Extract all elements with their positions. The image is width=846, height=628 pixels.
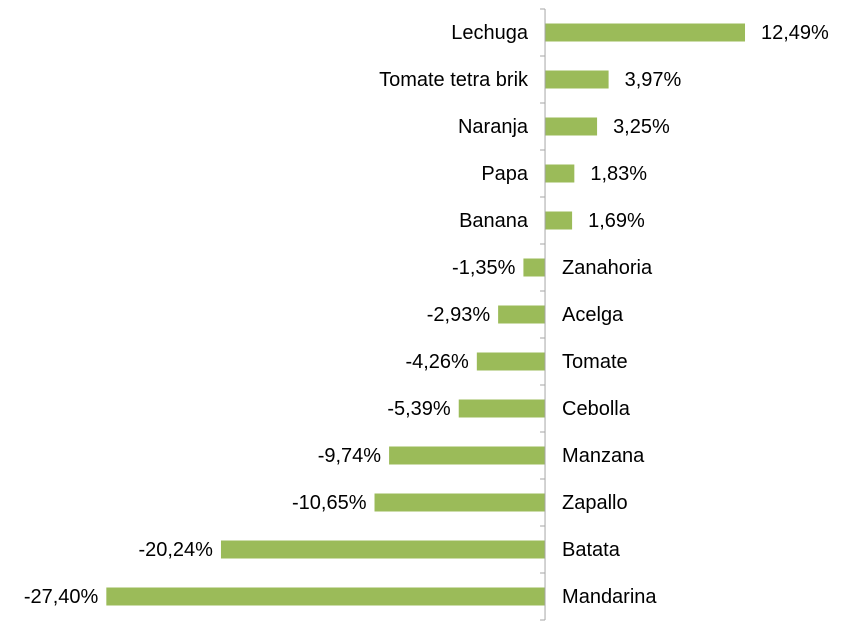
value-label: 3,97% (625, 69, 682, 91)
category-label: Manzana (562, 445, 645, 467)
value-label: -1,35% (452, 257, 516, 279)
bar (523, 258, 546, 277)
bar (545, 117, 598, 136)
category-label: Naranja (458, 116, 529, 138)
value-label: -10,65% (292, 492, 367, 514)
bar (458, 399, 546, 418)
category-label: Papa (481, 163, 529, 185)
value-label: -9,74% (318, 445, 382, 467)
value-label: 12,49% (761, 22, 829, 44)
category-label: Lechuga (451, 22, 529, 44)
bar (545, 23, 746, 42)
bar (476, 352, 546, 371)
value-label: -4,26% (405, 351, 469, 373)
category-label: Cebolla (562, 398, 631, 420)
value-label: -27,40% (24, 586, 99, 608)
bar (106, 587, 546, 606)
bar (545, 164, 575, 183)
bar (220, 540, 546, 559)
category-label: Acelga (562, 304, 624, 326)
category-label: Zanahoria (562, 257, 653, 279)
bar (389, 446, 546, 465)
value-label: 1,83% (590, 163, 647, 185)
category-label: Batata (562, 539, 621, 561)
category-label: Mandarina (562, 586, 657, 608)
category-label: Zapallo (562, 492, 628, 514)
bar (498, 305, 546, 324)
value-label: 3,25% (613, 116, 670, 138)
category-label: Banana (459, 210, 529, 232)
bar (545, 70, 609, 89)
value-label: -20,24% (138, 539, 213, 561)
bar (374, 493, 546, 512)
category-label: Tomate (562, 351, 628, 373)
bar (545, 211, 573, 230)
value-label: -2,93% (427, 304, 491, 326)
value-label: 1,69% (588, 210, 645, 232)
category-label: Tomate tetra brik (379, 69, 529, 91)
value-label: -5,39% (387, 398, 451, 420)
